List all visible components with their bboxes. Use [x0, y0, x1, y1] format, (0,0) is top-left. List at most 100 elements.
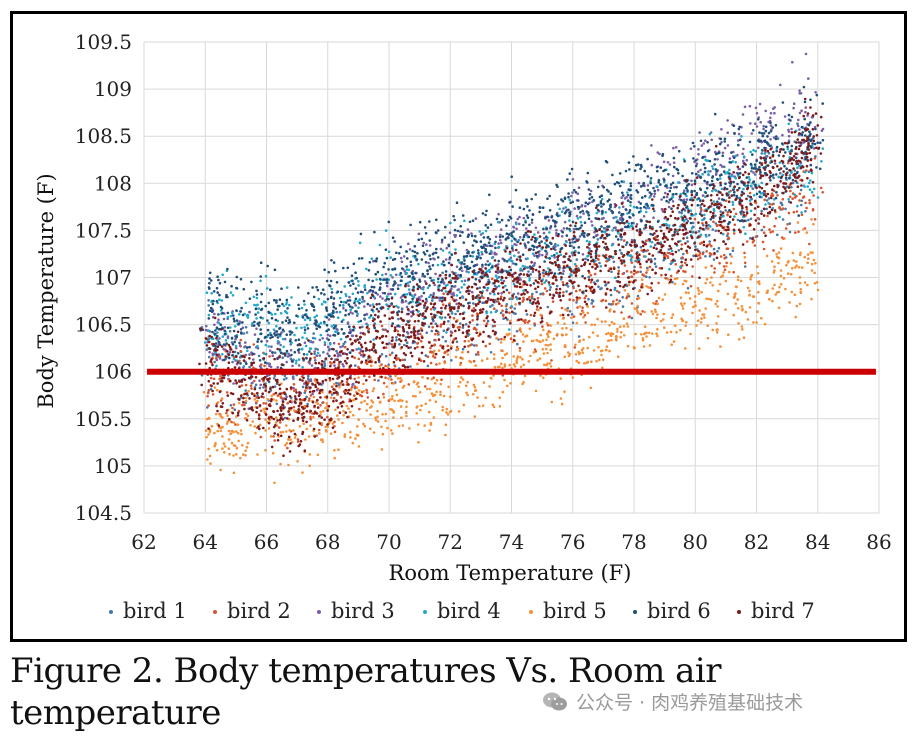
data-point — [471, 255, 475, 258]
data-point — [367, 327, 371, 331]
data-point — [238, 341, 241, 345]
data-point — [288, 429, 291, 432]
data-point — [431, 325, 435, 329]
data-point — [806, 114, 809, 117]
data-point — [546, 362, 549, 365]
data-point — [427, 325, 431, 329]
data-point — [232, 382, 235, 385]
data-point — [508, 363, 512, 367]
data-point — [738, 186, 741, 190]
data-point — [456, 229, 460, 233]
data-point — [273, 298, 276, 302]
data-point — [207, 404, 210, 407]
data-point — [576, 192, 580, 196]
data-point — [368, 261, 372, 264]
data-point — [363, 399, 366, 403]
data-point — [549, 348, 552, 352]
data-point — [228, 453, 231, 456]
data-point — [540, 282, 544, 286]
data-point — [697, 153, 700, 156]
data-point — [359, 343, 363, 347]
data-point — [279, 421, 282, 424]
data-point — [403, 358, 407, 362]
data-point — [649, 245, 653, 248]
data-point — [798, 276, 802, 279]
data-point — [715, 224, 719, 228]
data-point — [259, 332, 263, 336]
data-point — [507, 291, 511, 295]
data-point — [558, 250, 562, 254]
data-point — [599, 200, 603, 203]
data-point — [695, 324, 698, 327]
data-point — [813, 218, 817, 221]
data-point — [230, 336, 234, 340]
data-point — [810, 218, 813, 221]
data-point — [471, 319, 475, 322]
data-point — [659, 319, 663, 323]
data-point — [534, 193, 537, 196]
data-point — [513, 365, 517, 368]
data-point — [640, 165, 643, 168]
data-point — [800, 109, 803, 112]
data-point — [476, 350, 480, 354]
data-point — [614, 335, 618, 338]
data-point — [488, 244, 492, 247]
data-point — [574, 343, 577, 347]
data-point — [429, 361, 433, 365]
data-point — [684, 324, 687, 328]
data-point — [493, 259, 497, 262]
data-point — [775, 253, 778, 256]
data-point — [285, 298, 289, 302]
data-point — [234, 346, 238, 350]
data-point — [489, 305, 492, 308]
data-point — [684, 270, 687, 274]
data-point — [432, 257, 435, 260]
data-point — [706, 159, 710, 162]
data-point — [407, 320, 410, 324]
data-point — [809, 98, 812, 101]
data-point — [520, 293, 523, 296]
data-point — [211, 302, 215, 306]
data-point — [735, 194, 739, 198]
data-point — [587, 211, 590, 214]
data-point — [774, 123, 778, 127]
data-point — [493, 324, 497, 328]
data-point — [545, 338, 548, 342]
data-point — [620, 196, 623, 199]
data-point — [802, 114, 805, 118]
data-point — [536, 359, 539, 362]
data-point — [243, 345, 247, 348]
data-point — [689, 284, 693, 288]
data-point — [519, 242, 522, 245]
data-point — [633, 239, 636, 242]
data-point — [660, 273, 663, 277]
data-point — [634, 163, 638, 167]
data-point — [671, 174, 675, 178]
data-point — [296, 349, 300, 352]
data-point — [645, 239, 648, 242]
data-point — [361, 295, 364, 299]
data-point — [441, 405, 445, 409]
data-point — [269, 333, 273, 337]
data-point — [581, 347, 585, 350]
data-point — [504, 310, 508, 314]
data-point — [500, 349, 503, 352]
data-point — [517, 251, 520, 254]
data-point — [526, 266, 529, 269]
data-point — [323, 362, 327, 366]
data-point — [244, 396, 248, 400]
data-point — [458, 261, 462, 264]
data-point — [256, 344, 259, 348]
data-point — [357, 306, 360, 310]
data-point — [630, 221, 634, 225]
data-point — [420, 404, 423, 408]
data-point — [363, 288, 367, 292]
data-point — [560, 306, 564, 310]
data-point — [305, 323, 309, 327]
data-point — [291, 364, 294, 368]
data-point — [271, 351, 274, 354]
data-point — [376, 270, 380, 274]
data-point — [354, 364, 357, 367]
data-point — [436, 280, 440, 284]
data-point — [645, 331, 648, 335]
